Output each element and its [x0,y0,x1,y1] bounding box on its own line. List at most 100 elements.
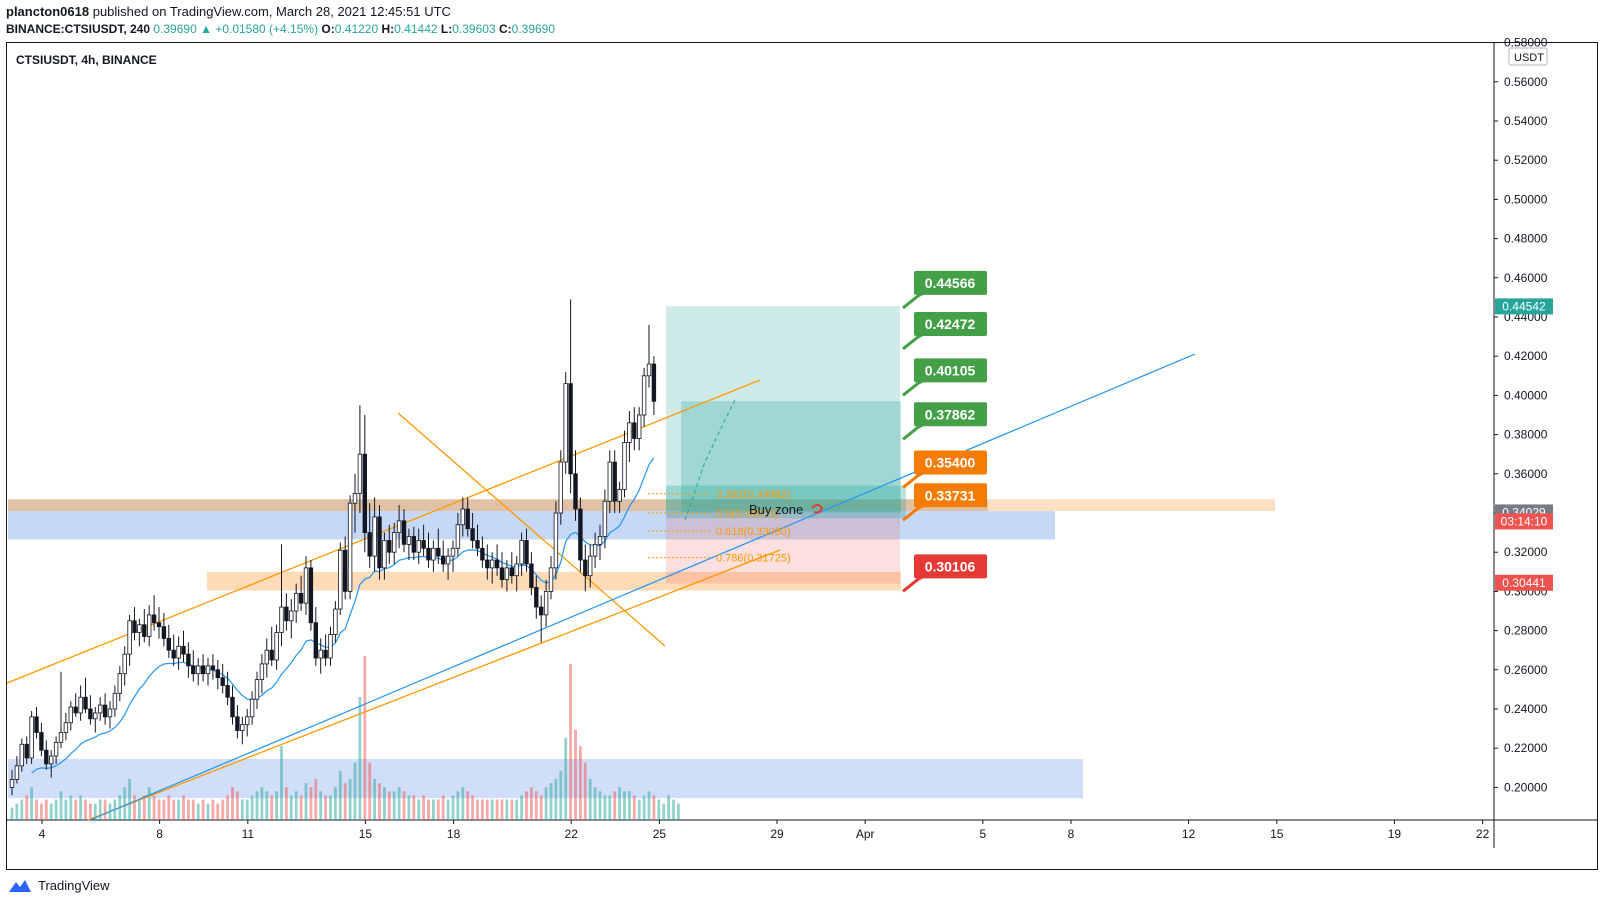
volume-bar [177,799,180,820]
candle-body [426,547,431,561]
volume-bar [495,799,499,820]
candle-body [573,473,578,510]
close-label: C: [498,22,512,36]
candle-body [24,743,29,759]
candle-body [83,696,88,710]
volume-bar [559,770,563,820]
volume-bar [387,791,391,820]
candle-body [284,606,289,622]
symbol-label: BINANCE:CTSIUSDT, 240 [6,22,151,36]
candle-body [338,549,343,610]
y-tick-label: 0.22000 [1504,741,1548,755]
target-value: 0.30106 [925,558,976,574]
x-tick-label: 15 [1270,827,1284,841]
x-tick-label: 15 [359,827,373,841]
candle-body [98,704,103,714]
target-callout: 0.37862 [902,402,987,441]
volume-bar [260,787,264,820]
volume-bar [432,799,435,820]
candle-body [318,649,323,659]
volume-bar [270,795,274,820]
candle-body [166,638,171,651]
footer-brand[interactable]: TradingView [38,878,110,893]
candle-body [524,540,529,565]
target-value: 0.40105 [925,362,976,378]
fib-level-label: 0.5(0.34003) [716,508,778,520]
candle-body [539,606,544,616]
volume-bar [187,799,190,820]
target-value: 0.37862 [925,406,976,422]
volume-bar [500,799,504,820]
candle-body [578,508,583,561]
candle-body [387,540,392,553]
volume-bar [128,779,131,820]
candle-body [220,677,225,686]
candle-body [637,414,642,439]
volume-bar [672,799,675,820]
candle-body [215,669,220,679]
volume-bar [98,799,102,820]
price-badge [1495,298,1553,315]
candle-body [396,520,402,534]
target-callout: 0.44566 [902,270,987,310]
volume-bar [368,762,372,820]
candle-body [588,555,593,577]
candle-body [303,567,309,604]
volume-bar [530,787,533,820]
volume-bar [20,799,24,820]
volume-bar [294,791,298,820]
last-price: 0.39690 [153,22,197,36]
volume-bar [334,787,337,820]
y-tick-label: 0.42000 [1504,349,1548,363]
volume-bar [240,799,244,820]
candle-body [235,716,240,731]
candle-body [29,716,34,759]
target-callout: 0.33731 [902,483,987,522]
candle-body [225,685,230,698]
candle-body [137,624,142,633]
volume-bar [138,799,141,820]
volume-bar [15,803,19,820]
candle-body [279,606,284,633]
candle-body [352,492,358,504]
candle-body [431,547,436,561]
volume-bar [299,795,303,820]
author-name[interactable]: plancton0618 [6,4,90,19]
candle-body [602,500,608,537]
candle-body [460,508,465,526]
candle-body [58,732,64,743]
candle-body [186,653,191,667]
volume-bar [383,787,386,820]
candle-body [563,383,568,463]
candle-body [146,614,152,637]
volume-bar [598,791,602,820]
candle-body [39,732,44,751]
candle-body [269,649,274,661]
y-tick-label: 0.56000 [1504,75,1548,89]
volume-bar [628,791,631,820]
volume-bar [451,795,455,820]
candle-body [112,692,118,710]
candle-body [274,632,279,661]
volume-bar [64,799,68,820]
volume-bar [358,697,362,820]
y-tick-label: 0.46000 [1504,271,1548,285]
x-tick-label: 19 [1388,827,1402,841]
candle-body [391,532,397,553]
volume-bar [490,799,494,820]
candle-body [529,563,534,588]
volume-bar [481,799,484,820]
target-value: 0.44566 [925,275,976,291]
currency-label: USDT [1514,52,1544,64]
open-label: O: [321,22,335,36]
open-value: 0.41220 [334,22,379,36]
candle-body [509,567,514,577]
high-label: H: [381,22,395,36]
y-tick-label: 0.38000 [1504,428,1548,442]
y-tick-label: 0.52000 [1504,153,1548,167]
candle-body [558,461,563,514]
volume-bar [40,803,43,820]
volume-bar [236,791,239,820]
volume-bar [304,783,308,820]
